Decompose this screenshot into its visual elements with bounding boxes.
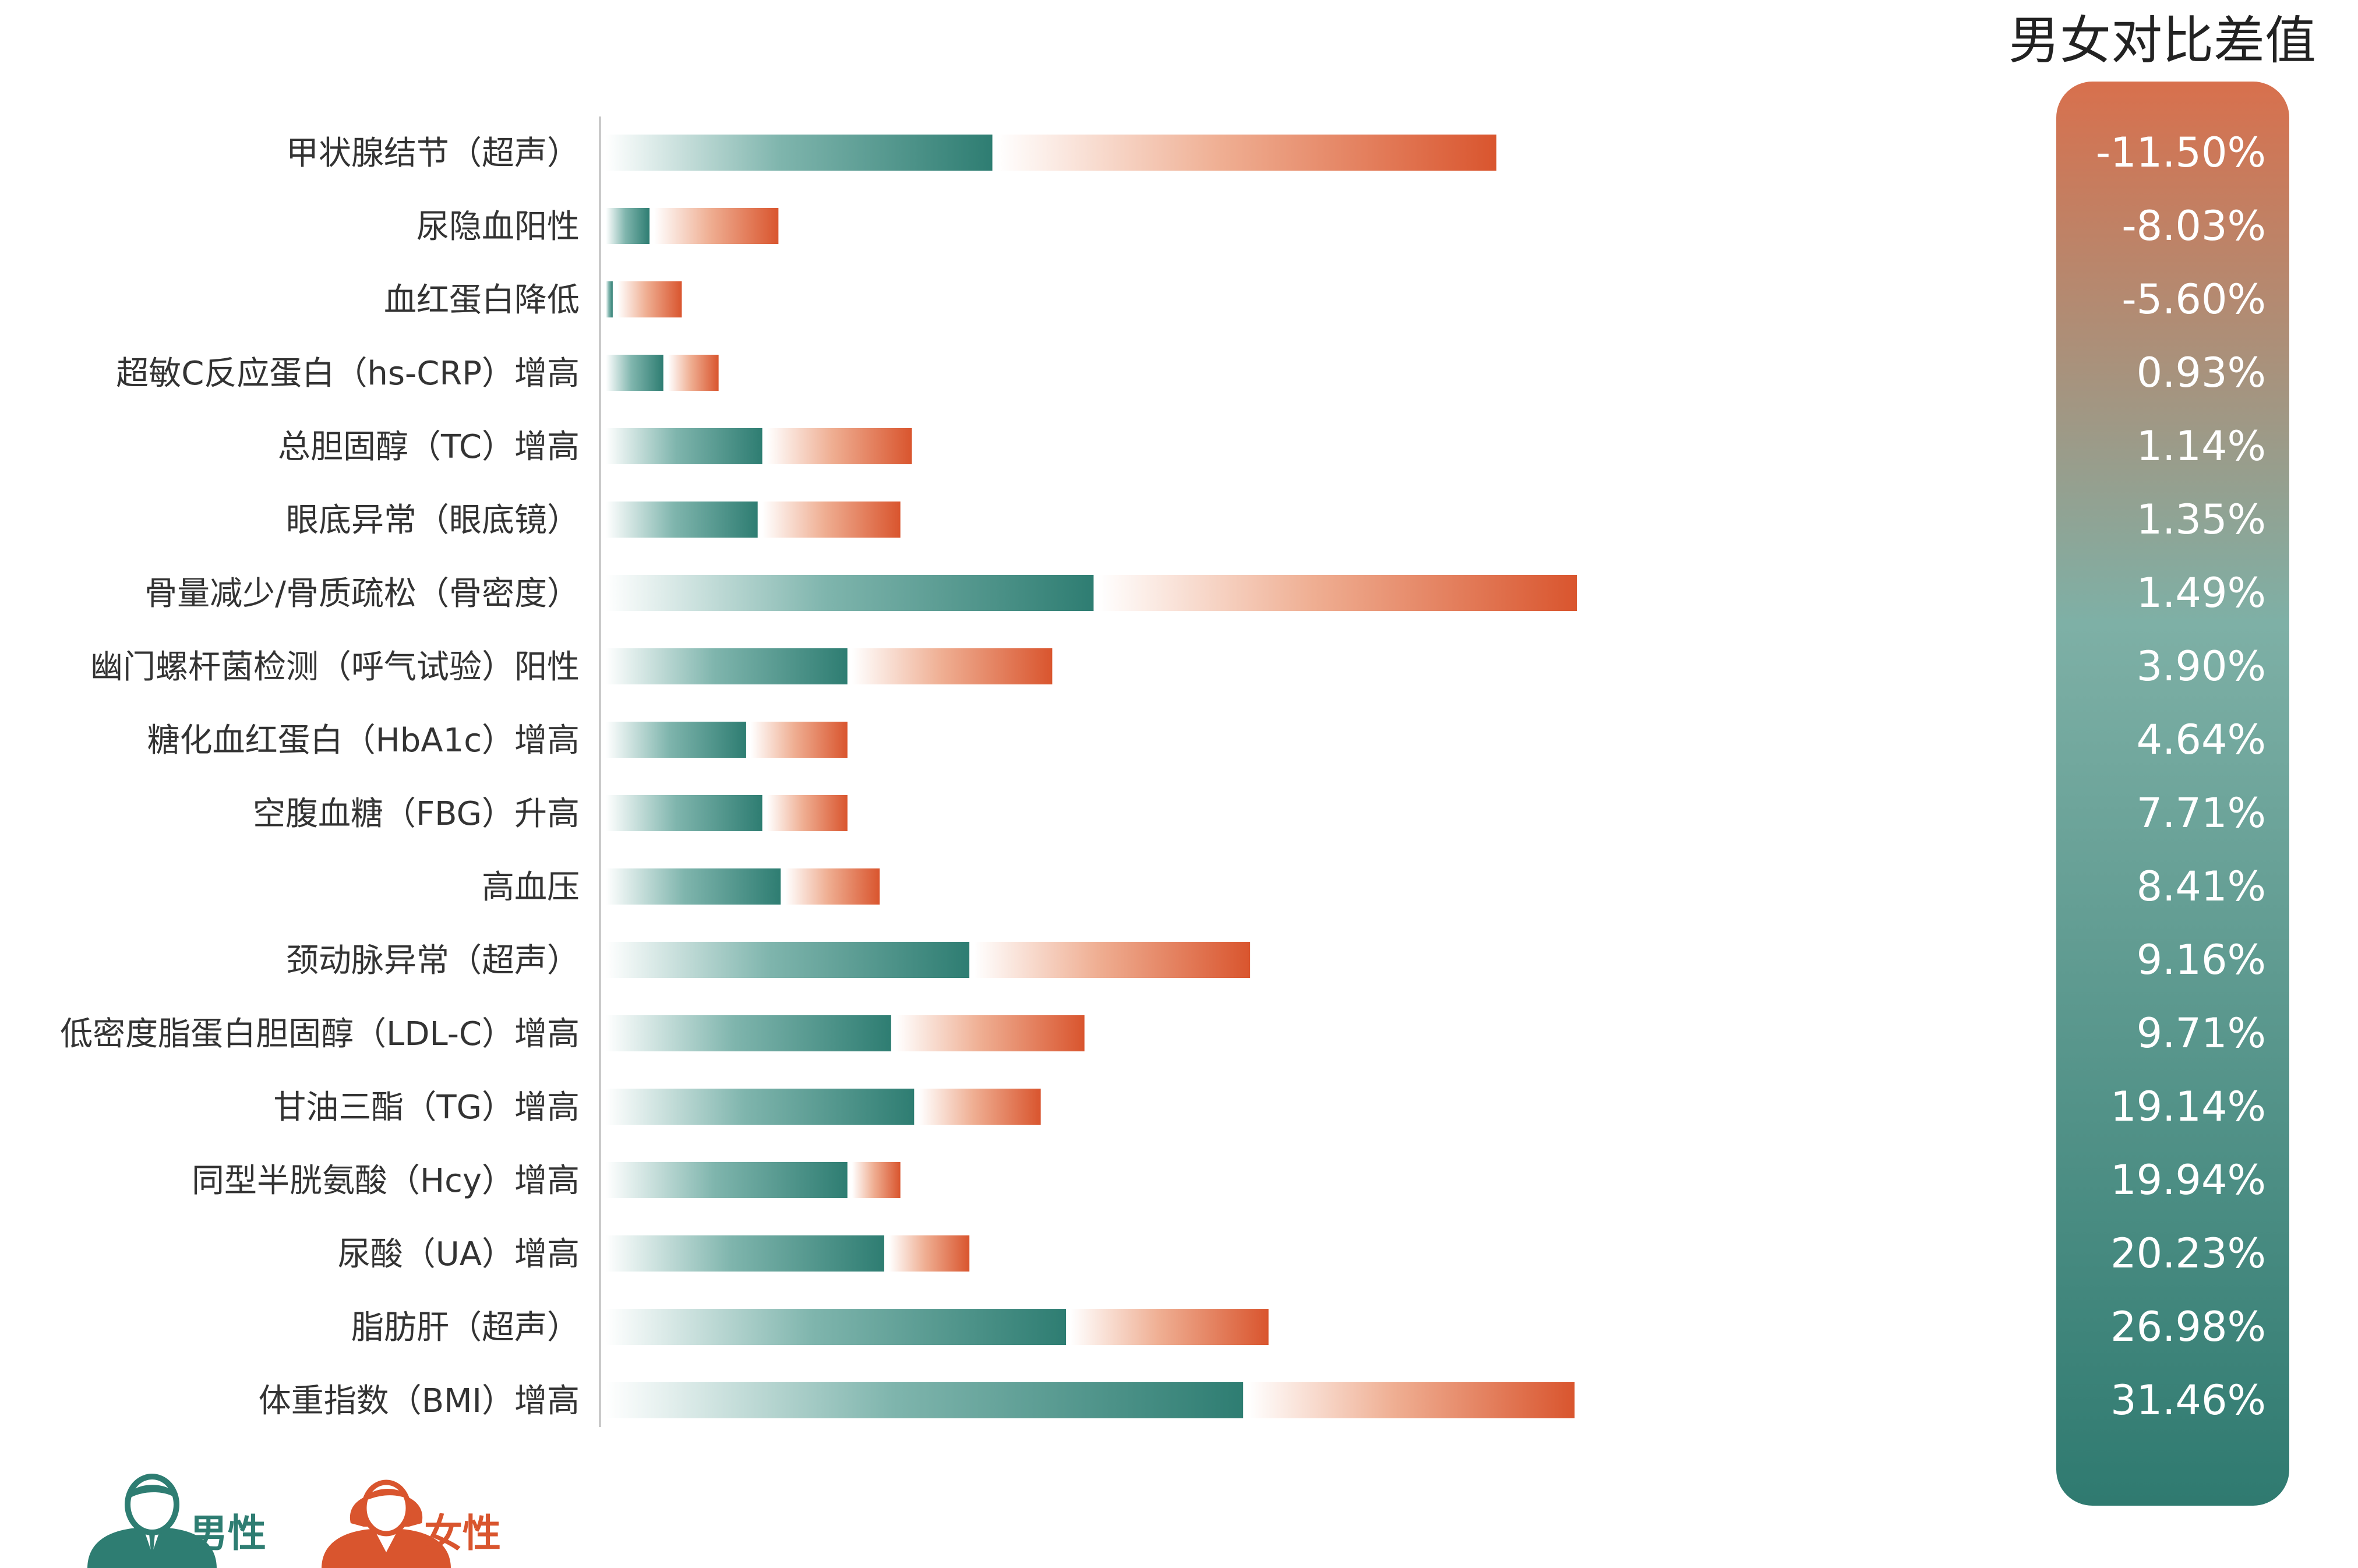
category-label: 眼底异常（眼底镜） bbox=[286, 502, 580, 539]
diff-value-label: 20.23% bbox=[2110, 1230, 2266, 1277]
bar-female bbox=[919, 1089, 1041, 1125]
bar-female bbox=[1071, 1309, 1269, 1345]
bar-male bbox=[606, 795, 763, 831]
bar-male bbox=[606, 1309, 1066, 1345]
category-label: 空腹血糖（FBG）升高 bbox=[253, 795, 580, 833]
bar-female bbox=[895, 1015, 1085, 1051]
diff-labels: -11.50% -8.03% -5.60% 0.93% 1.14% 1.35% 1.49% 3… bbox=[2096, 129, 2266, 1424]
bar-female bbox=[888, 1235, 970, 1272]
category-label: 幽门螺杆菌检测（呼气试验）阳性 bbox=[90, 648, 580, 686]
diff-value-label: 31.46% bbox=[2110, 1376, 2266, 1424]
bar-male bbox=[606, 208, 650, 244]
diff-value-label: 1.35% bbox=[2137, 496, 2266, 543]
diff-panel bbox=[2056, 82, 2289, 1506]
legend-male-label: 男性 bbox=[189, 1511, 266, 1556]
category-label: 体重指数（BMI）增高 bbox=[259, 1382, 580, 1420]
category-label: 高血压 bbox=[482, 868, 580, 906]
diff-value-label: -8.03% bbox=[2122, 202, 2266, 250]
legend-female-label: 女性 bbox=[424, 1511, 501, 1556]
bar-male bbox=[606, 355, 663, 391]
bar-male bbox=[606, 942, 970, 978]
diff-value-label: 26.98% bbox=[2110, 1303, 2266, 1351]
bar-female bbox=[785, 868, 880, 905]
bar-male bbox=[606, 575, 1094, 611]
diff-panel-title: 男女对比差值 bbox=[2008, 10, 2316, 70]
category-label: 甲状腺结节（超声） bbox=[286, 135, 580, 172]
diff-value-label: 8.41% bbox=[2137, 863, 2266, 910]
bar-female bbox=[997, 135, 1496, 171]
category-label: 同型半胱氨酸（Hcy）增高 bbox=[192, 1162, 580, 1200]
bar-male bbox=[606, 1382, 1244, 1418]
bar-female bbox=[852, 648, 1053, 684]
diff-value-label: 0.93% bbox=[2137, 349, 2266, 397]
diff-value-label: 3.90% bbox=[2137, 642, 2266, 690]
diff-value-label: 4.64% bbox=[2137, 716, 2266, 764]
category-label: 超敏C反应蛋白（hs-CRP）增高 bbox=[116, 355, 580, 393]
bar-male bbox=[606, 1235, 884, 1272]
bar-female bbox=[767, 428, 912, 464]
female-avatar-icon bbox=[322, 1479, 451, 1568]
bar-female bbox=[654, 208, 779, 244]
bar-female bbox=[617, 281, 682, 317]
diff-value-label: 9.71% bbox=[2137, 1009, 2266, 1057]
bar-male bbox=[606, 1089, 915, 1125]
diff-value-label: 19.94% bbox=[2110, 1156, 2266, 1204]
bar-male bbox=[606, 722, 746, 758]
bar-female bbox=[852, 1162, 901, 1198]
bars bbox=[606, 135, 1577, 1418]
diff-value-label: 1.14% bbox=[2137, 422, 2266, 470]
legend: 男性 女性 bbox=[87, 1474, 501, 1568]
category-label: 甘油三酯（TG）增高 bbox=[273, 1089, 580, 1126]
bar-male bbox=[606, 648, 848, 684]
category-label: 颈动脉异常（超声） bbox=[286, 942, 580, 980]
bar-male bbox=[606, 502, 758, 538]
diff-value-label: 9.16% bbox=[2137, 936, 2266, 984]
bar-female bbox=[974, 942, 1251, 978]
category-label: 尿隐血阳性 bbox=[416, 208, 580, 246]
bar-female bbox=[762, 502, 901, 538]
diff-value-label: 1.49% bbox=[2137, 569, 2266, 617]
bar-female bbox=[1248, 1382, 1575, 1418]
category-label: 骨量减少/骨质疏松（骨密度） bbox=[144, 575, 580, 613]
category-label: 总胆固醇（TC）增高 bbox=[278, 428, 580, 466]
bar-female bbox=[668, 355, 719, 391]
category-label: 脂肪肝（超声） bbox=[351, 1309, 580, 1347]
bar-female bbox=[750, 722, 848, 758]
diff-value-label: 7.71% bbox=[2137, 789, 2266, 837]
bar-male bbox=[606, 1015, 891, 1051]
diff-value-label: -11.50% bbox=[2096, 129, 2266, 176]
male-avatar-icon bbox=[87, 1474, 217, 1568]
bar-male bbox=[606, 868, 781, 905]
bar-male bbox=[606, 1162, 848, 1198]
category-label: 血红蛋白降低 bbox=[384, 281, 580, 319]
category-label: 糖化血红蛋白（HbA1c）增高 bbox=[147, 722, 580, 760]
bar-male bbox=[606, 281, 613, 317]
diff-value-label: 19.14% bbox=[2110, 1083, 2266, 1131]
bar-male bbox=[606, 135, 993, 171]
category-label: 尿酸（UA）增高 bbox=[338, 1235, 580, 1273]
diff-value-label: -5.60% bbox=[2122, 276, 2266, 323]
bar-male bbox=[606, 428, 763, 464]
bar-female bbox=[767, 795, 848, 831]
category-label: 低密度脂蛋白胆固醇（LDL-C）增高 bbox=[60, 1015, 580, 1053]
bar-female bbox=[1098, 575, 1577, 611]
category-labels: 甲状腺结节（超声） 尿隐血阳性血红蛋白降低超敏C反应蛋白（hs-CRP）增高总胆固… bbox=[60, 135, 580, 1420]
